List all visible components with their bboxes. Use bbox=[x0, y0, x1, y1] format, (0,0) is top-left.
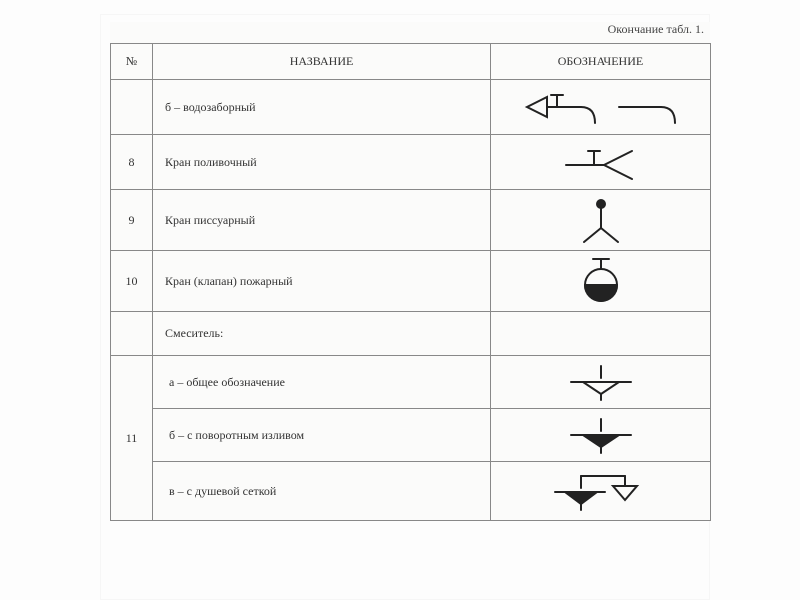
smesitel-v-icon bbox=[551, 466, 651, 516]
scan-region: Окончание табл. 1. № НАЗВАНИЕ ОБОЗНАЧЕНИ… bbox=[110, 22, 710, 521]
table-header-row: № НАЗВАНИЕ ОБОЗНАЧЕНИЕ bbox=[111, 44, 711, 80]
polivochny-icon bbox=[556, 139, 646, 185]
smesitel-b-icon bbox=[561, 413, 641, 457]
cell-num: 8 bbox=[111, 135, 153, 190]
cell-num: 11 bbox=[111, 356, 153, 521]
cell-symbol bbox=[491, 356, 711, 409]
cell-symbol bbox=[491, 462, 711, 521]
table-row: Смеситель: bbox=[111, 312, 711, 356]
col-header-symbol: ОБОЗНАЧЕНИЕ bbox=[491, 44, 711, 80]
cell-name: Кран писсуарный bbox=[153, 190, 491, 251]
cell-name: а – общее обозначение bbox=[153, 356, 491, 409]
col-header-name: НАЗВАНИЕ bbox=[153, 44, 491, 80]
table-row: б – с поворотным изливом bbox=[111, 409, 711, 462]
cell-name: Кран поливочный bbox=[153, 135, 491, 190]
cell-symbol bbox=[491, 251, 711, 312]
pozharny-icon bbox=[571, 255, 631, 307]
symbols-table: № НАЗВАНИЕ ОБОЗНАЧЕНИЕ б – водозаборный bbox=[110, 43, 711, 521]
cell-num bbox=[111, 312, 153, 356]
pissuarny-icon bbox=[566, 194, 636, 246]
cell-name: в – с душевой сеткой bbox=[153, 462, 491, 521]
smesitel-a-icon bbox=[561, 360, 641, 404]
cell-name: б – с поворотным изливом bbox=[153, 409, 491, 462]
cell-name: Кран (клапан) пожарный bbox=[153, 251, 491, 312]
cell-name: б – водозаборный bbox=[153, 80, 491, 135]
cell-num bbox=[111, 80, 153, 135]
cell-num: 9 bbox=[111, 190, 153, 251]
col-header-num: № bbox=[111, 44, 153, 80]
cell-symbol bbox=[491, 135, 711, 190]
cell-symbol bbox=[491, 312, 711, 356]
cell-symbol bbox=[491, 409, 711, 462]
table-row: 11 а – общее обозначение bbox=[111, 356, 711, 409]
cell-num: 10 bbox=[111, 251, 153, 312]
cell-symbol bbox=[491, 80, 711, 135]
table-row: б – водозаборный bbox=[111, 80, 711, 135]
cell-symbol bbox=[491, 190, 711, 251]
table-row: 10 Кран (клапан) пожарный bbox=[111, 251, 711, 312]
vodozabor-icon bbox=[521, 84, 681, 130]
cell-name: Смеситель: bbox=[153, 312, 491, 356]
table-row: 8 Кран поливочный bbox=[111, 135, 711, 190]
table-row: 9 Кран писсуарный bbox=[111, 190, 711, 251]
table-row: в – с душевой сеткой bbox=[111, 462, 711, 521]
table-caption: Окончание табл. 1. bbox=[110, 22, 710, 37]
